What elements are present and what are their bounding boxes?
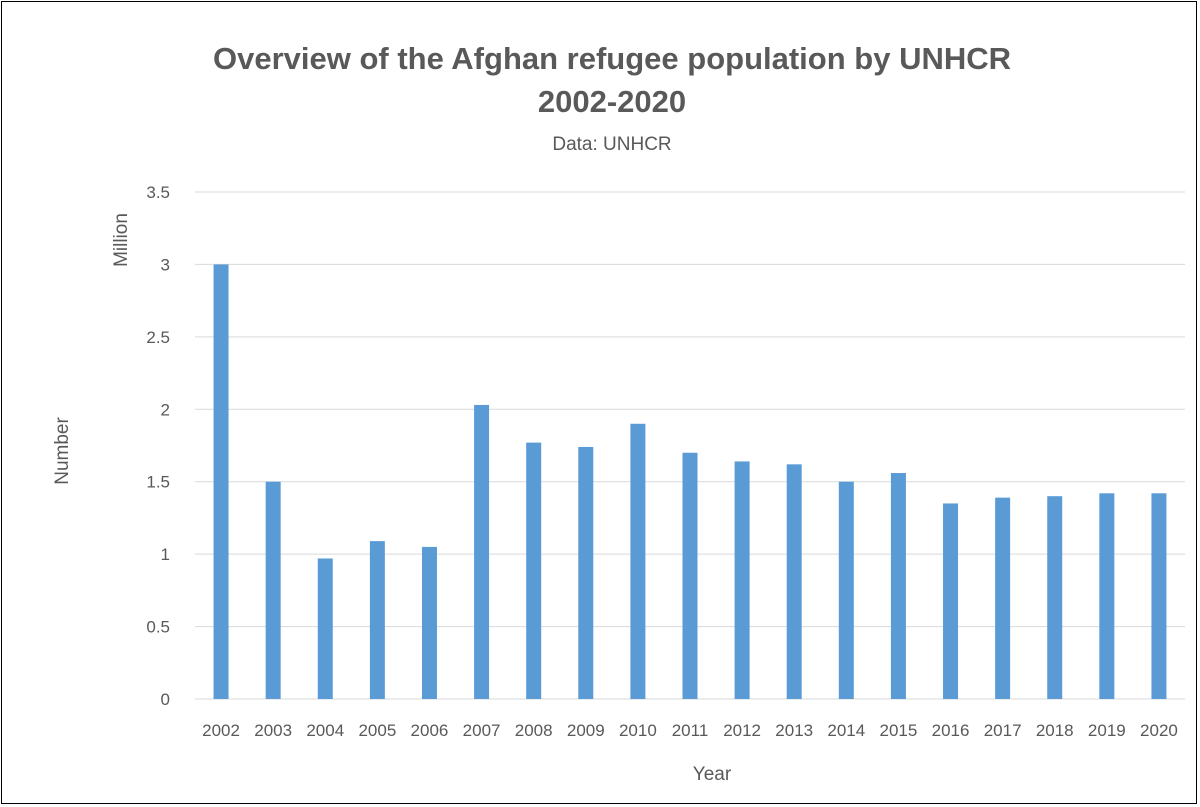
x-tick-label: 2007 <box>463 721 501 740</box>
x-tick-label: 2009 <box>567 721 605 740</box>
x-tick-label: 2019 <box>1088 721 1126 740</box>
x-tick-label: 2011 <box>672 721 709 740</box>
y-axis-label: Number <box>52 417 73 485</box>
bar-2010 <box>630 423 646 699</box>
gridlines <box>195 191 1185 700</box>
bar-2013 <box>786 464 802 699</box>
bar-2018 <box>1047 496 1063 699</box>
bar-2006 <box>421 546 437 699</box>
x-tick-label: 2017 <box>984 721 1022 740</box>
bar-2003 <box>265 481 281 699</box>
y-tick-label: 1 <box>161 545 170 564</box>
x-axis-ticks: 2002 2003 2004 2005 2006 2007 2008 2009 2010 2011… <box>202 721 1178 740</box>
y-tick-label: 0.5 <box>146 618 170 637</box>
x-tick-label: 2006 <box>411 721 449 740</box>
y-tick-label: 0 <box>161 690 170 709</box>
chart-title: Overview of the Afghan refugee populatio… <box>213 41 1011 76</box>
bar-2011 <box>682 452 698 699</box>
x-tick-label: 2012 <box>723 721 761 740</box>
x-tick-label: 2018 <box>1036 721 1074 740</box>
bar-2015 <box>890 473 906 699</box>
y-tick-label: 1.5 <box>146 473 170 492</box>
x-tick-label: 2010 <box>619 721 657 740</box>
y-tick-label: 2 <box>161 400 170 419</box>
x-tick-label: 2008 <box>515 721 553 740</box>
bar-2005 <box>369 541 385 699</box>
x-tick-label: 2014 <box>827 721 865 740</box>
bars <box>213 264 1167 699</box>
x-tick-label: 2003 <box>254 721 292 740</box>
x-axis-label: Year <box>693 764 732 785</box>
bar-2017 <box>995 497 1011 699</box>
y-tick-label: 3.5 <box>146 183 170 202</box>
bar-2009 <box>578 446 594 699</box>
bar-2007 <box>474 404 490 699</box>
x-tick-label: 2020 <box>1140 721 1178 740</box>
bar-2012 <box>734 461 750 699</box>
chart-subtitle: Data: UNHCR <box>552 134 671 155</box>
x-tick-label: 2013 <box>775 721 813 740</box>
bar-2008 <box>526 442 542 699</box>
y-tick-label: 3 <box>161 255 170 274</box>
x-tick-label: 2005 <box>358 721 396 740</box>
bar-2020 <box>1151 493 1167 699</box>
x-tick-label: 2004 <box>306 721 344 740</box>
bar-2016 <box>943 503 959 699</box>
bar-2004 <box>317 558 333 699</box>
y-tick-label: 2.5 <box>146 328 170 347</box>
x-tick-label: 2015 <box>880 721 918 740</box>
bar-2019 <box>1099 493 1115 699</box>
bar-2014 <box>838 481 854 699</box>
y-axis-unit-label: Million <box>111 213 132 267</box>
chart-title-line2: 2002-2020 <box>538 84 686 119</box>
x-tick-label: 2016 <box>932 721 970 740</box>
bar-2002 <box>213 264 229 699</box>
x-tick-label: 2002 <box>202 721 240 740</box>
y-axis-ticks: 0 0.5 1 1.5 2 2.5 3 3.5 <box>146 183 170 709</box>
